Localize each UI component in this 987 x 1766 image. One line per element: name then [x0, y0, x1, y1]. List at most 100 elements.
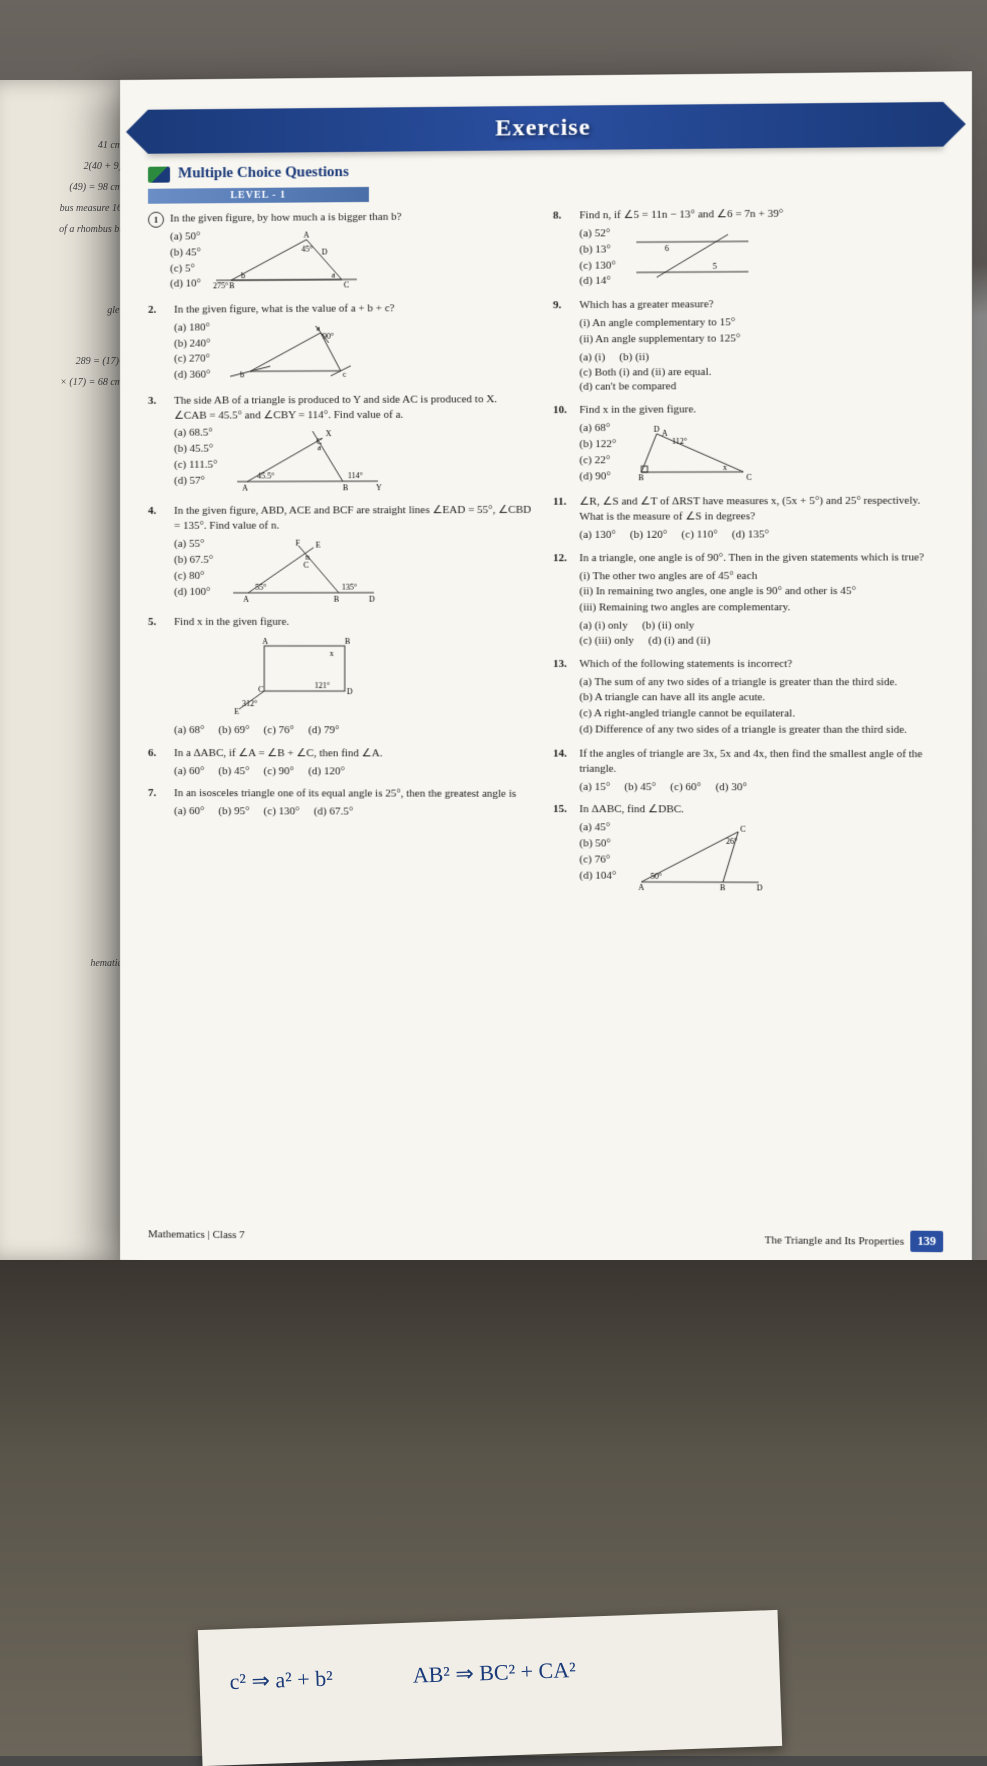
options: (a) 130° (b) 120° (c) 110° (d) 135°: [579, 527, 943, 543]
question-14: 14. If the angles of triangle are 3x, 5x…: [553, 747, 943, 796]
svg-text:90°: 90°: [323, 331, 334, 340]
options: (a) 55° (b) 67.5° (c) 80° (d) 100°: [174, 537, 213, 601]
svg-text:a: a: [317, 323, 321, 332]
qtext: In a ΔABC, if ∠A = ∠B + ∠C, then find ∠A…: [174, 747, 382, 759]
qtext: If the angles of triangle are 3x, 5x and…: [579, 748, 922, 775]
question-columns: 1 In the given figure, by how much a is …: [148, 205, 943, 905]
opt: (c) 111.5°: [174, 458, 217, 473]
frag: (49) = 98 cm: [4, 182, 122, 193]
opt: (b) 45°: [218, 764, 249, 779]
options: (a) 15° (b) 45° (c) 60° (d) 30°: [579, 779, 943, 795]
left-column: 1 In the given figure, by how much a is …: [148, 209, 533, 904]
question-5: 5. Find x in the given figure. A B C D E…: [148, 615, 533, 739]
opt: (d) (i) and (ii): [648, 634, 710, 649]
opt: (a) The sum of any two sides of a triang…: [579, 675, 943, 690]
sub: (iii) Remaining two angles are complemen…: [579, 600, 943, 615]
svg-text:B: B: [720, 884, 725, 893]
opt: (d) 57°: [174, 474, 217, 489]
question-1: 1 In the given figure, by how much a is …: [148, 209, 533, 295]
opt: (b) 67.5°: [174, 553, 213, 568]
qnum: 14.: [553, 747, 573, 795]
svg-text:x: x: [330, 649, 334, 658]
qtext: The side AB of a triangle is produced to…: [174, 393, 497, 421]
options: (a) 52° (b) 13° (c) 130° (d) 14°: [579, 226, 615, 290]
qnum: 15.: [553, 802, 573, 896]
svg-text:275°: 275°: [213, 281, 228, 290]
svg-text:55°: 55°: [255, 583, 266, 592]
right-column: 8. Find n, if ∠5 = 11n − 13° and ∠6 = 7n…: [553, 205, 943, 905]
opt: (b) 45.5°: [174, 442, 217, 457]
page-number: 139: [910, 1231, 943, 1253]
sub: (i) The other two angles are of 45° each: [579, 568, 943, 584]
frag: 41 cm: [4, 140, 122, 151]
svg-text:A: A: [242, 484, 248, 492]
svg-text:A: A: [662, 429, 668, 438]
question-4: 4. In the given figure, ABD, ACE and BCF…: [148, 503, 533, 607]
opt: (b) (ii) only: [642, 619, 694, 634]
figure-q5: A B C D E x 121° 312°: [214, 634, 385, 719]
options: (a) 68° (b) 69° (c) 76° (d) 79°: [174, 723, 533, 738]
sub-statements: (i) An angle complementary to 15° (ii) A…: [579, 314, 943, 347]
frag: hematic: [4, 958, 122, 969]
qtext: Find n, if ∠5 = 11n − 13° and ∠6 = 7n + …: [579, 208, 783, 222]
svg-text:6: 6: [665, 244, 669, 253]
opt: (a) 68°: [174, 723, 204, 738]
qtext: Find x in the given figure.: [174, 616, 289, 628]
figure-q8: 6 5: [626, 226, 759, 283]
opt: (a) 60°: [174, 804, 204, 819]
opt: (d) 135°: [732, 527, 769, 542]
qtext: In the given figure, by how much a is bi…: [170, 211, 402, 225]
opt: (a) (i) only: [579, 619, 627, 634]
options: (a) The sum of any two sides of a triang…: [579, 675, 943, 738]
question-7: 7. In an isosceles triangle one of its e…: [148, 786, 533, 820]
opt: (c) 5°: [170, 261, 201, 276]
left-page-fragment: 41 cm 2(40 + 9) (49) = 98 cm bus measure…: [0, 80, 130, 1260]
svg-text:Y: Y: [376, 484, 382, 493]
handwritten-notebook: c² ⇒ a² + b² AB² ⇒ BC² + CA²: [198, 1610, 782, 1766]
figure-q4: A B C D E F 55° 135° n: [223, 537, 384, 602]
qnum: 11.: [553, 495, 573, 543]
opt: (a) 68°: [579, 421, 616, 436]
qtext: In a triangle, one angle is of 90°. Then…: [579, 551, 924, 564]
opt: (d) 14°: [579, 274, 615, 289]
opt: (c) (iii) only: [579, 634, 634, 649]
opt: (c) A right-angled triangle cannot be eq…: [579, 707, 943, 722]
svg-text:D: D: [654, 425, 660, 434]
svg-text:A: A: [262, 637, 268, 646]
exercise-title: Exercise: [495, 114, 591, 142]
question-12: 12. In a triangle, one angle is of 90°. …: [553, 550, 943, 649]
figure-q15: A B C D 26° 50°: [627, 822, 770, 893]
opt: (a) 45°: [579, 821, 616, 836]
svg-text:B: B: [639, 473, 644, 482]
opt: (b) 95°: [218, 805, 249, 820]
qnum: 12.: [553, 551, 573, 649]
opt: (d) can't be compared: [579, 381, 676, 394]
opt: (b) (ii): [619, 350, 649, 365]
opt: (d) 120°: [308, 764, 345, 779]
opt: (b) 69°: [218, 723, 249, 738]
svg-text:B: B: [334, 595, 339, 603]
frag: bus measure 16: [4, 203, 122, 214]
handwriting-2: AB² ⇒ BC² + CA²: [412, 1657, 576, 1689]
svg-text:135°: 135°: [342, 583, 357, 592]
opt: (c) 60°: [670, 780, 701, 795]
svg-text:45°: 45°: [301, 244, 312, 253]
figure-q1: 275° 45° A B C D a b: [211, 229, 362, 290]
svg-text:D: D: [347, 687, 353, 696]
opt: (b) A triangle can have all its angle ac…: [579, 691, 943, 706]
qnum: 4.: [148, 504, 168, 607]
qnum: 13.: [553, 657, 573, 739]
opt: (d) 360°: [174, 368, 211, 383]
mcq-heading-text: Multiple Choice Questions: [178, 164, 349, 183]
svg-text:C: C: [747, 473, 752, 482]
footer-right-text: The Triangle and Its Properties: [765, 1234, 905, 1248]
opt: (c) 76°: [579, 852, 616, 867]
svg-text:50°: 50°: [651, 872, 662, 881]
opt: (b) 45°: [170, 245, 201, 260]
question-11: 11. ∠R, ∠S and ∠T of ΔRST have measures …: [553, 494, 943, 543]
svg-text:B: B: [345, 637, 350, 646]
svg-text:a: a: [318, 444, 322, 453]
figure-q3: A B C X Y 45.5° 114° a: [227, 426, 388, 492]
opt: (d) 100°: [174, 584, 213, 599]
opt: (a) 130°: [579, 528, 615, 543]
